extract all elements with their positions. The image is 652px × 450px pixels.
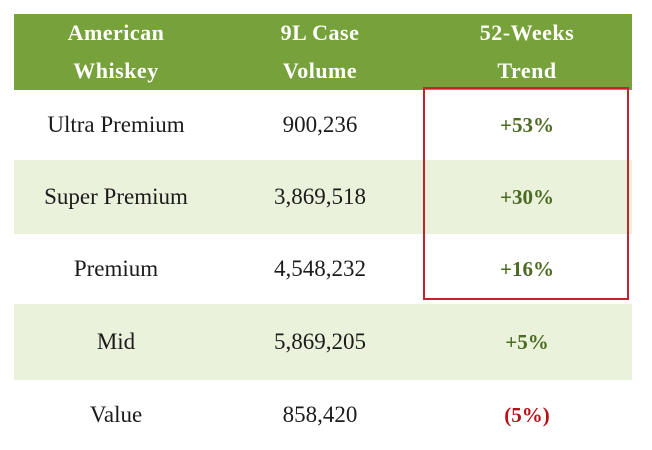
header-52-week-trend: 52-Weeks Trend bbox=[422, 14, 632, 90]
header-case-volume: 9L Case Volume bbox=[218, 14, 422, 90]
header-line: Volume bbox=[282, 58, 358, 83]
segment-cell: Super Premium bbox=[44, 184, 188, 209]
volume-cell: 5,869,205 bbox=[274, 329, 366, 354]
header-american-whiskey: American Whiskey bbox=[14, 14, 218, 90]
header-line: Whiskey bbox=[73, 58, 159, 83]
trend-cell: +30% bbox=[500, 184, 554, 209]
table-row: Super Premium 3,869,518 +30% bbox=[14, 160, 632, 234]
table-row: Premium 4,548,232 +16% bbox=[14, 234, 632, 304]
header-line: 52-Weeks bbox=[479, 20, 575, 45]
table-header-row: American Whiskey 9L Case Volume 52-Weeks… bbox=[14, 14, 632, 90]
segment-cell: Value bbox=[89, 402, 143, 427]
volume-cell: 4,548,232 bbox=[274, 256, 366, 281]
segment-cell: Ultra Premium bbox=[47, 112, 185, 137]
trend-cell: +5% bbox=[505, 329, 549, 354]
segment-cell: Mid bbox=[96, 329, 136, 354]
table-row: Mid 5,869,205 +5% bbox=[14, 304, 632, 380]
header-line: Trend bbox=[497, 58, 557, 83]
table-row: Ultra Premium 900,236 +53% bbox=[14, 90, 632, 160]
trend-cell: (5%) bbox=[504, 402, 550, 427]
whiskey-volume-table: American Whiskey 9L Case Volume 52-Weeks… bbox=[14, 14, 632, 450]
volume-cell: 858,420 bbox=[282, 402, 358, 427]
volume-cell: 3,869,518 bbox=[274, 184, 366, 209]
header-line: American bbox=[67, 20, 165, 45]
trend-cell: +53% bbox=[500, 112, 554, 137]
header-line: 9L Case bbox=[280, 20, 360, 45]
volume-cell: 900,236 bbox=[282, 112, 358, 137]
trend-cell: +16% bbox=[500, 256, 554, 281]
segment-cell: Premium bbox=[73, 256, 159, 281]
table-row: Value 858,420 (5%) bbox=[14, 380, 632, 450]
